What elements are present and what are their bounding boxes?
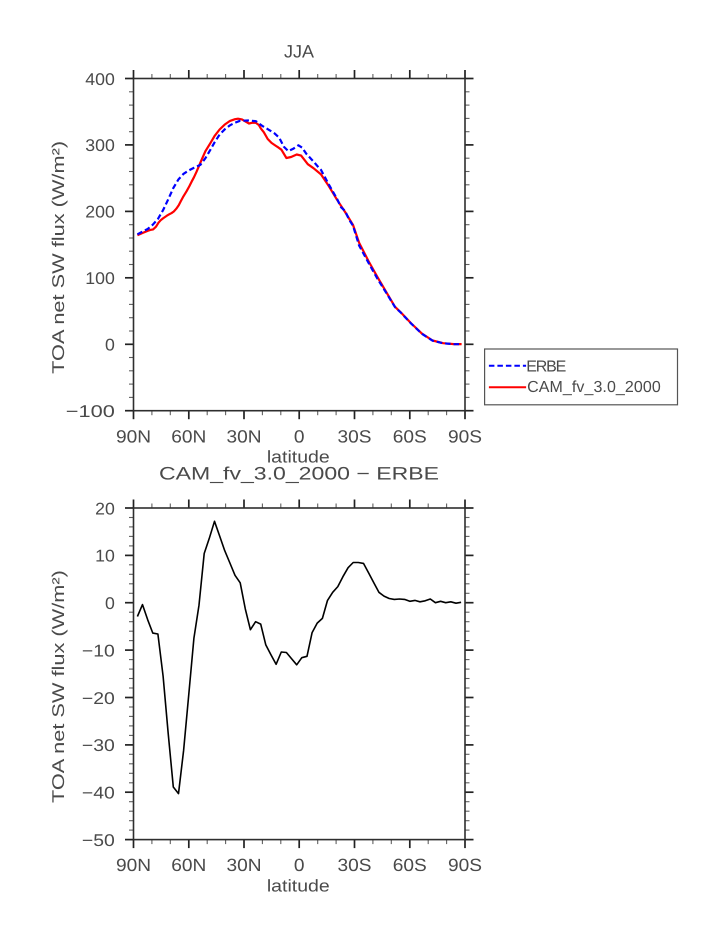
svg-text:90S: 90S bbox=[448, 427, 482, 447]
svg-text:10: 10 bbox=[95, 547, 115, 566]
svg-text:300: 300 bbox=[85, 136, 115, 155]
svg-text:60S: 60S bbox=[393, 855, 427, 875]
svg-text:400: 400 bbox=[85, 70, 115, 89]
svg-text:0: 0 bbox=[105, 336, 115, 355]
svg-text:60S: 60S bbox=[393, 427, 427, 447]
svg-text:TOA net SW flux (W/m²): TOA net SW flux (W/m²) bbox=[49, 570, 68, 803]
svg-text:latitude: latitude bbox=[267, 448, 330, 467]
svg-text:−30: −30 bbox=[82, 736, 115, 755]
svg-text:90N: 90N bbox=[116, 427, 151, 447]
svg-text:60N: 60N bbox=[171, 427, 206, 447]
svg-text:90N: 90N bbox=[116, 855, 151, 875]
svg-text:30N: 30N bbox=[226, 855, 261, 875]
svg-text:30S: 30S bbox=[337, 855, 371, 875]
svg-text:0: 0 bbox=[294, 427, 305, 447]
svg-text:60N: 60N bbox=[171, 855, 206, 875]
svg-text:200: 200 bbox=[85, 203, 115, 222]
svg-text:latitude: latitude bbox=[267, 877, 330, 896]
svg-text:CAM_fv_3.0_2000 − ERBE: CAM_fv_3.0_2000 − ERBE bbox=[159, 464, 439, 484]
svg-text:−50: −50 bbox=[82, 831, 115, 850]
svg-text:30N: 30N bbox=[226, 427, 261, 447]
svg-text:JJA: JJA bbox=[284, 41, 314, 61]
svg-text:0: 0 bbox=[294, 855, 305, 875]
svg-text:CAM_fv_3.0_2000: CAM_fv_3.0_2000 bbox=[527, 379, 661, 396]
svg-text:−40: −40 bbox=[82, 784, 115, 803]
svg-text:−100: −100 bbox=[66, 402, 115, 421]
svg-text:20: 20 bbox=[95, 499, 115, 518]
svg-text:90S: 90S bbox=[448, 855, 482, 875]
svg-text:30S: 30S bbox=[337, 427, 371, 447]
svg-text:−10: −10 bbox=[82, 641, 115, 660]
svg-text:−20: −20 bbox=[82, 689, 115, 708]
svg-text:TOA net SW flux (W/m²): TOA net SW flux (W/m²) bbox=[49, 141, 68, 374]
svg-text:100: 100 bbox=[85, 269, 115, 288]
svg-text:0: 0 bbox=[105, 594, 115, 613]
svg-text:ERBE: ERBE bbox=[526, 358, 565, 375]
